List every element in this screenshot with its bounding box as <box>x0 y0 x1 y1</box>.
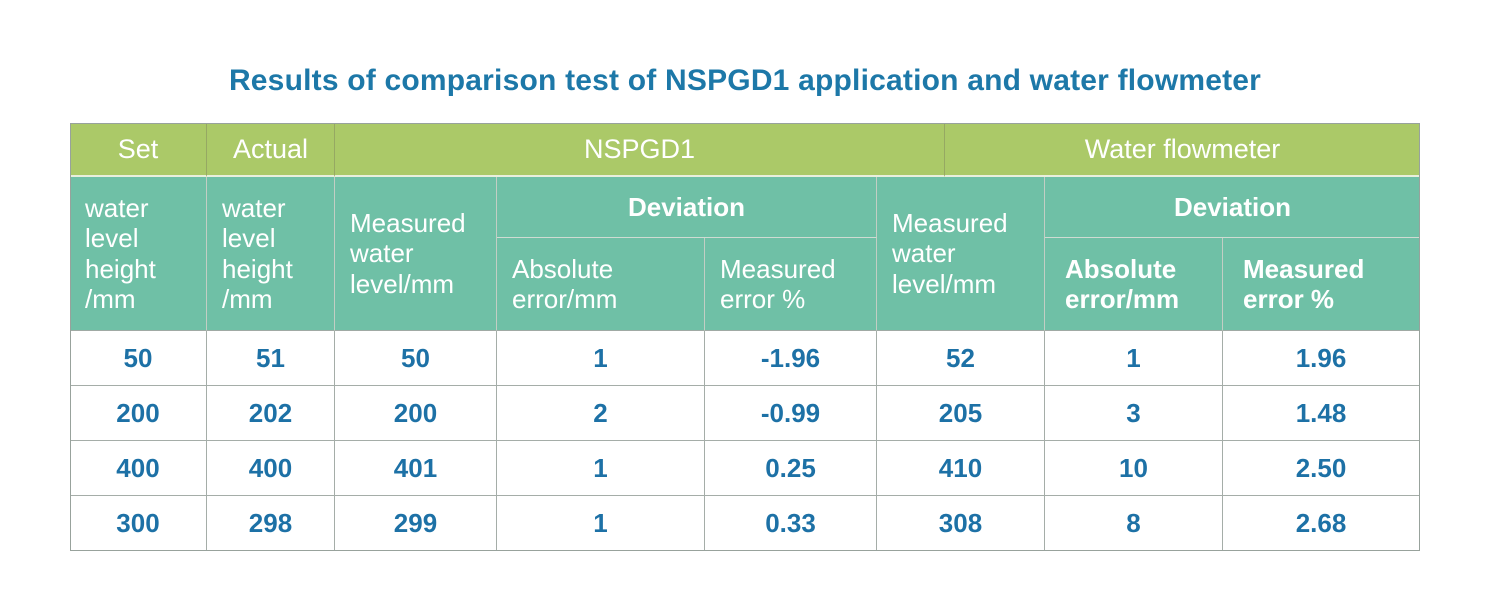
cell-set-height: 400 <box>70 441 207 496</box>
cell-flowmeter-abs-error: 1 <box>1045 331 1223 386</box>
subheader-flowmeter-measured-error: Measured error % <box>1223 238 1420 331</box>
cell-nspgd1-abs-error: 1 <box>497 331 705 386</box>
subheader-flowmeter-deviation: Deviation <box>1045 177 1420 238</box>
cell-nspgd1-measured: 401 <box>335 441 497 496</box>
header-actual: Actual <box>207 123 335 177</box>
header-set: Set <box>70 123 207 177</box>
cell-nspgd1-measured: 50 <box>335 331 497 386</box>
cell-actual-height: 298 <box>207 496 335 551</box>
cell-nspgd1-meas-error: -1.96 <box>705 331 877 386</box>
cell-actual-height: 400 <box>207 441 335 496</box>
comparison-table: Set Actual NSPGD1 Water flowmeter water … <box>70 123 1420 551</box>
cell-flowmeter-measured: 308 <box>877 496 1045 551</box>
cell-set-height: 50 <box>70 331 207 386</box>
cell-flowmeter-measured: 52 <box>877 331 1045 386</box>
subheader-actual-water-level: water level height /mm <box>207 177 335 331</box>
subheader-flowmeter-measured: Measured water level/mm <box>877 177 1045 331</box>
table-body: 50 51 50 1 -1.96 52 1 1.96 200 202 200 2… <box>70 331 1420 551</box>
cell-nspgd1-abs-error: 1 <box>497 441 705 496</box>
subheader-nspgd1-measured-error: Measured error % <box>705 238 877 331</box>
cell-set-height: 200 <box>70 386 207 441</box>
cell-actual-height: 51 <box>207 331 335 386</box>
subheader-nspgd1-deviation: Deviation <box>497 177 877 238</box>
subheader-flowmeter-absolute-error: Absolute error/mm <box>1045 238 1223 331</box>
cell-flowmeter-meas-error: 2.50 <box>1223 441 1420 496</box>
cell-flowmeter-abs-error: 8 <box>1045 496 1223 551</box>
subheader-nspgd1-absolute-error: Absolute error/mm <box>497 238 705 331</box>
cell-flowmeter-meas-error: 2.68 <box>1223 496 1420 551</box>
cell-flowmeter-meas-error: 1.48 <box>1223 386 1420 441</box>
cell-flowmeter-measured: 205 <box>877 386 1045 441</box>
header-water-flowmeter: Water flowmeter <box>945 123 1420 177</box>
cell-nspgd1-meas-error: -0.99 <box>705 386 877 441</box>
cell-actual-height: 202 <box>207 386 335 441</box>
cell-flowmeter-abs-error: 3 <box>1045 386 1223 441</box>
subheader-nspgd1-measured: Measured water level/mm <box>335 177 497 331</box>
cell-nspgd1-meas-error: 0.25 <box>705 441 877 496</box>
cell-flowmeter-measured: 410 <box>877 441 1045 496</box>
page-title: Results of comparison test of NSPGD1 app… <box>228 64 1262 97</box>
header-nspgd1: NSPGD1 <box>335 123 945 177</box>
cell-nspgd1-measured: 299 <box>335 496 497 551</box>
cell-nspgd1-abs-error: 2 <box>497 386 705 441</box>
cell-flowmeter-meas-error: 1.96 <box>1223 331 1420 386</box>
subheader-set-water-level: water level height /mm <box>70 177 207 331</box>
cell-nspgd1-meas-error: 0.33 <box>705 496 877 551</box>
cell-nspgd1-measured: 200 <box>335 386 497 441</box>
cell-nspgd1-abs-error: 1 <box>497 496 705 551</box>
cell-flowmeter-abs-error: 10 <box>1045 441 1223 496</box>
cell-set-height: 300 <box>70 496 207 551</box>
